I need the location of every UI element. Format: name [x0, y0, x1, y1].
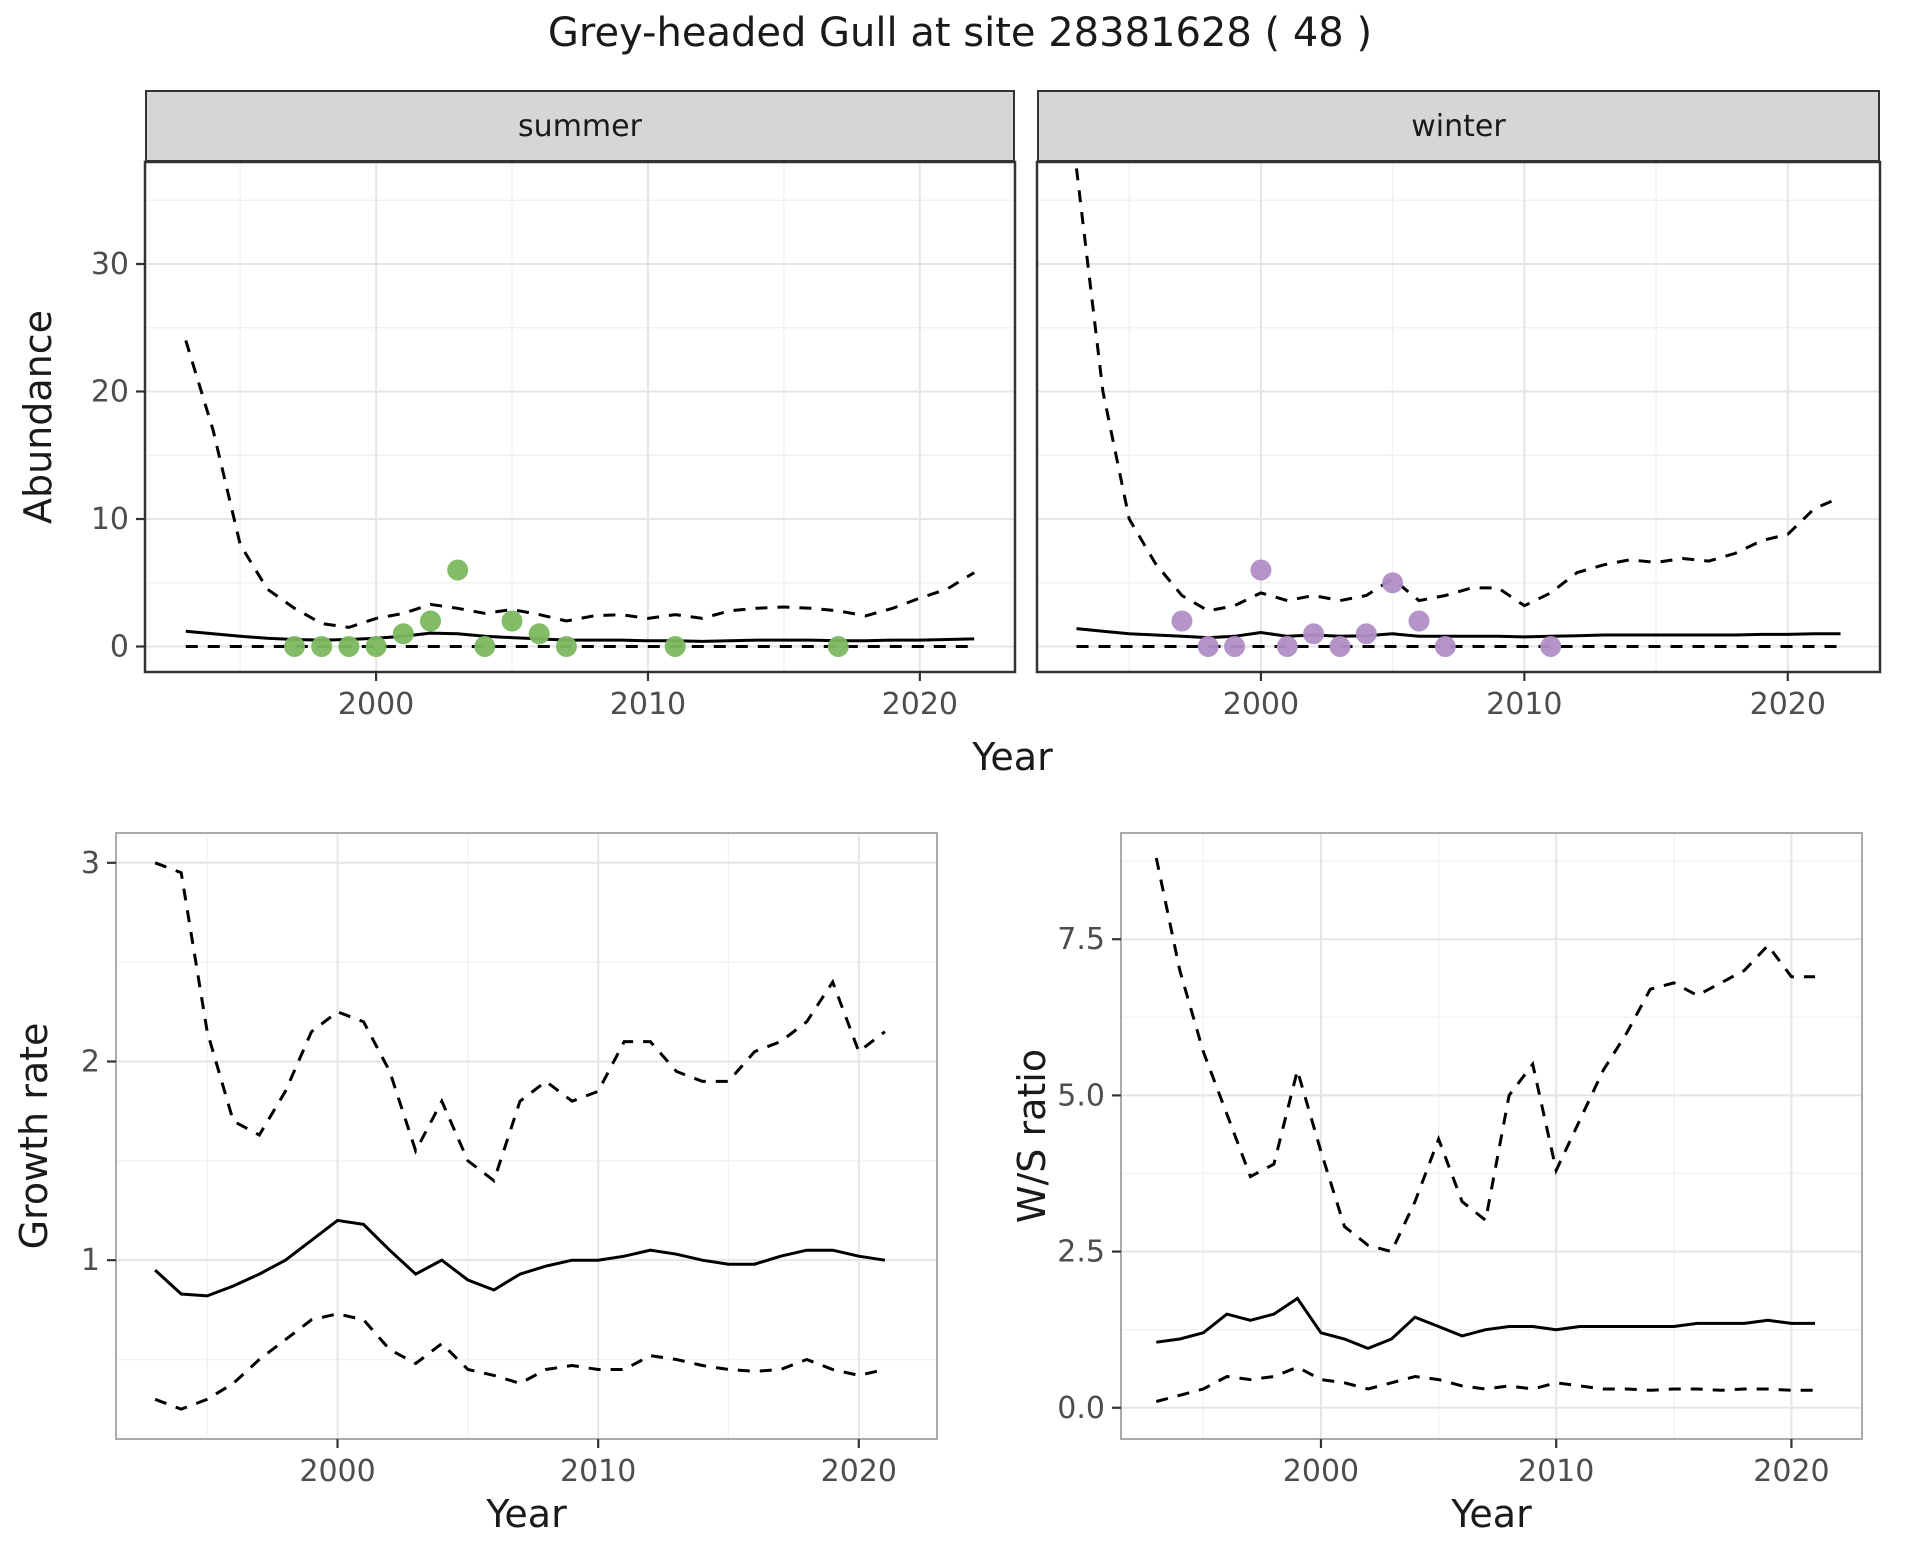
svg-text:2010: 2010 [610, 687, 686, 716]
facet-strip-winter: winter [1037, 90, 1880, 162]
svg-text:5.0: 5.0 [1057, 1078, 1105, 1113]
svg-text:30: 30 [91, 247, 129, 282]
ws-ratio-axis-title: W/S ratio [1010, 1048, 1054, 1224]
ws-year-axis-title: Year [1451, 1492, 1532, 1536]
abundance-axis-title: Abundance [16, 309, 60, 525]
svg-text:20: 20 [91, 375, 129, 410]
svg-text:2020: 2020 [882, 687, 958, 716]
growth-rate-axis-title: Growth rate [12, 1022, 56, 1250]
svg-text:3: 3 [81, 846, 100, 881]
svg-text:2010: 2010 [1518, 1454, 1594, 1489]
svg-text:0.0: 0.0 [1057, 1391, 1105, 1426]
growth-year-axis-title: Year [486, 1492, 567, 1536]
facet-label-winter: winter [1411, 108, 1506, 144]
svg-text:2000: 2000 [1223, 687, 1299, 716]
svg-text:1: 1 [81, 1243, 100, 1278]
facet-label-summer: summer [518, 108, 642, 144]
svg-text:2.5: 2.5 [1057, 1235, 1105, 1270]
facet-strip-summer: summer [145, 90, 1015, 162]
ws-ratio-panel: 2000 2010 2020 0.0 2.5 5.0 7.5 [1057, 832, 1863, 1489]
svg-text:2020: 2020 [1753, 1454, 1829, 1489]
top-year-axis-title: Year [972, 735, 1053, 779]
growth-rate-panel: 2000 2010 2020 1 2 3 [81, 832, 938, 1489]
svg-text:7.5: 7.5 [1057, 922, 1105, 957]
svg-text:2000: 2000 [338, 687, 414, 716]
abundance-winter-panel: 2000 2010 2020 [1035, 160, 1882, 716]
svg-text:2020: 2020 [821, 1454, 897, 1489]
svg-text:2: 2 [81, 1044, 100, 1079]
svg-text:2020: 2020 [1750, 687, 1826, 716]
svg-text:2010: 2010 [1486, 687, 1562, 716]
svg-text:0: 0 [110, 630, 129, 665]
svg-text:2000: 2000 [1283, 1454, 1359, 1489]
svg-text:2010: 2010 [560, 1454, 636, 1489]
svg-text:2000: 2000 [299, 1454, 375, 1489]
svg-text:10: 10 [91, 502, 129, 537]
abundance-summer-panel: 2000 2010 2020 0 10 20 30 [91, 160, 1017, 716]
figure-title: Grey-headed Gull at site 28381628 ( 48 ) [547, 10, 1373, 56]
